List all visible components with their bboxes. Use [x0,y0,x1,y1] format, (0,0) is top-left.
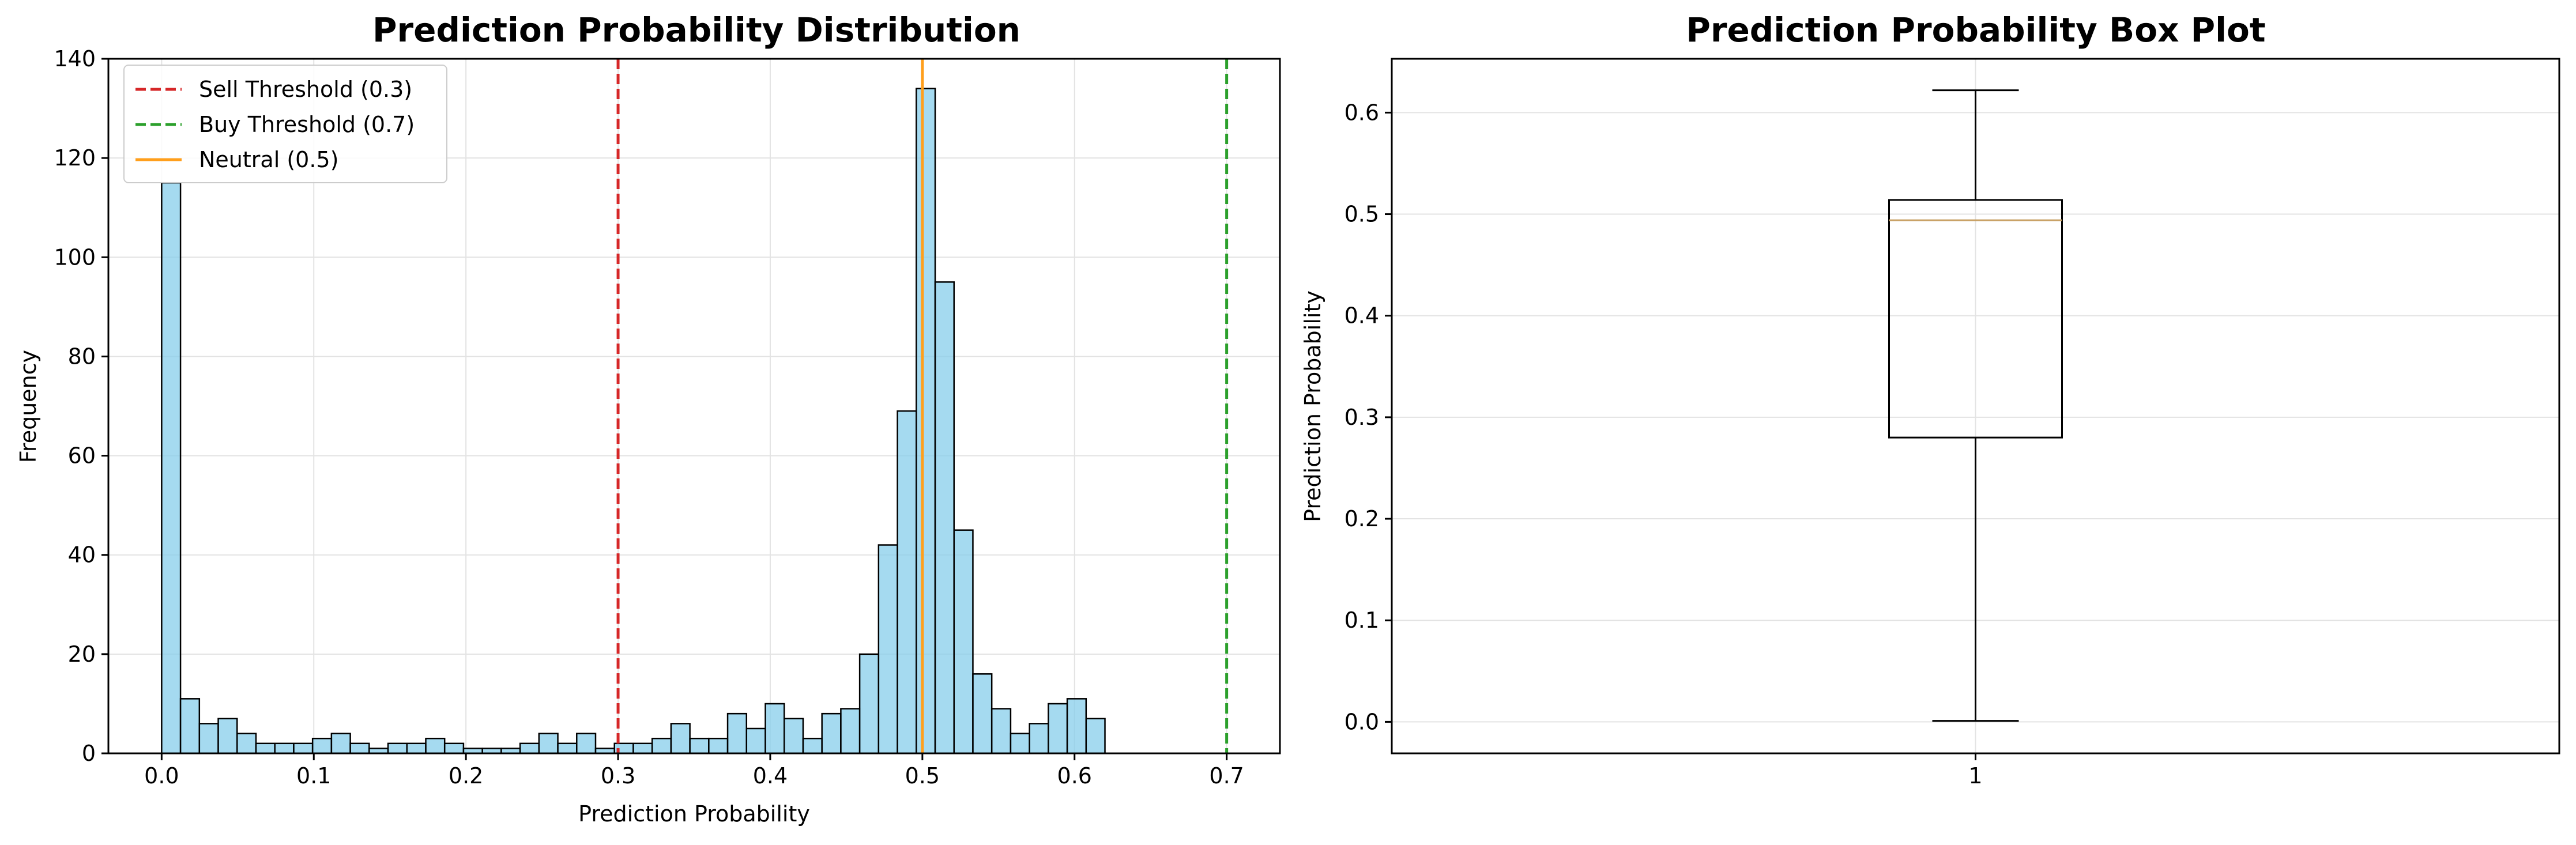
histogram-bar [764,703,785,755]
histogram-x-tick-label: 0.3 [601,763,635,789]
boxplot-y-tick-label: 0.4 [1345,303,1379,329]
histogram-bar [897,410,917,755]
histogram-bar [1085,718,1106,755]
histogram-bar [783,718,804,755]
legend-label: Buy Threshold (0.7) [199,112,415,137]
histogram-ylabel: Frequency [16,350,41,463]
histogram-bar [878,544,898,755]
histogram-x-tick-label: 0.0 [144,763,179,789]
histogram-y-tick-label: 40 [68,542,96,568]
boxplot-y-tick-label: 0.6 [1345,100,1379,125]
boxplot-y-tick-label: 0.5 [1345,202,1379,227]
boxplot-marks [1888,89,2063,722]
histogram-x-tick-label: 0.4 [753,763,788,789]
legend-label: Sell Threshold (0.3) [199,77,412,102]
histogram-bar [858,653,880,755]
histogram-bar [821,712,842,755]
histogram-bar [349,742,370,755]
histogram-y-tick-label: 0 [82,741,96,766]
histogram-bar [972,673,993,755]
histogram-bar [1066,698,1087,755]
histogram-y-tick-label: 20 [68,642,96,667]
histogram-bar [236,733,257,755]
boxplot-box [1888,199,2063,439]
histogram-bars [161,88,1106,755]
histogram-bar [387,742,408,755]
histogram-bar [1010,733,1030,755]
histogram-x-tick-label: 0.7 [1209,763,1244,789]
histogram-y-tick-label: 120 [54,145,96,171]
legend-label: Neutral (0.5) [199,147,338,172]
histogram-bar [198,723,219,755]
histogram-y-tick-label: 100 [54,244,96,270]
boxplot-ylabel: Prediction Probability [1300,291,1325,522]
histogram-bar [802,737,823,755]
histogram-bar [651,737,672,755]
histogram-bar [708,737,729,755]
histogram-xlabel: Prediction Probability [578,801,810,827]
histogram-bar [538,733,559,755]
histogram-x-tick-label: 0.1 [296,763,331,789]
histogram-ticks: 0.0 0.1 0.2 0.3 0.4 0.5 0.6 0.7 0 20 40 60 80 100 120 1… [54,46,1244,789]
histogram-bar [670,723,691,755]
histogram-bar [916,88,936,755]
histogram-bar [255,742,276,755]
histogram-bar [519,742,540,755]
histogram-axes-frame [107,58,1281,755]
boxplot-chart: Prediction Probability Box Plot 0.00.10.… [1300,10,2560,789]
histogram-bar [161,182,182,755]
histogram-bar [689,737,710,755]
histogram-bar [217,718,238,755]
histogram-bar [557,742,578,755]
legend-box [123,65,447,183]
histogram-bar [293,742,314,755]
boxplot-x-tick-label: 1 [1968,763,1982,789]
boxplot-y-tick-label: 0.0 [1345,709,1379,734]
boxplot-y-tick-label: 0.3 [1345,405,1379,430]
boxplot-y-tick-label: 0.1 [1345,608,1379,633]
histogram-bar [953,529,974,755]
histogram-bar [406,742,427,755]
histogram-reference-lines [616,59,1229,753]
histogram-bar [443,742,465,755]
histogram-legend: Sell Threshold (0.3) Buy Threshold (0.7) N… [123,65,447,183]
boxplot-ticks: 0.0 0.1 0.2 0.3 0.4 0.5 0.6 1 [1345,100,1983,789]
histogram-bar [745,727,766,755]
histogram-chart: Prediction Probability Distribution 0.0 0… [16,10,1281,827]
histogram-title: Prediction Probability Distribution [372,10,1020,50]
boxplot-title: Prediction Probability Box Plot [1686,10,2265,50]
histogram-bar [632,742,653,755]
histogram-bar [179,698,201,755]
histogram-bar [1029,723,1049,755]
histogram-bar [311,737,333,755]
histogram-x-tick-label: 0.6 [1057,763,1092,789]
histogram-bar [576,733,597,755]
histogram-bar [425,737,446,755]
histogram-bar [1048,703,1068,755]
histogram-y-tick-label: 60 [68,443,96,469]
histogram-bar [274,742,295,755]
histogram-y-tick-label: 80 [68,344,96,369]
histogram-bar [330,733,351,755]
boxplot-y-tick-label: 0.2 [1345,506,1379,531]
histogram-x-tick-label: 0.5 [905,763,940,789]
histogram-x-tick-label: 0.2 [449,763,483,789]
histogram-y-tick-label: 140 [54,46,96,71]
histogram-bar [726,712,748,755]
histogram-bar [991,708,1012,755]
histogram-bar [840,708,861,755]
histogram-bar [934,281,955,755]
